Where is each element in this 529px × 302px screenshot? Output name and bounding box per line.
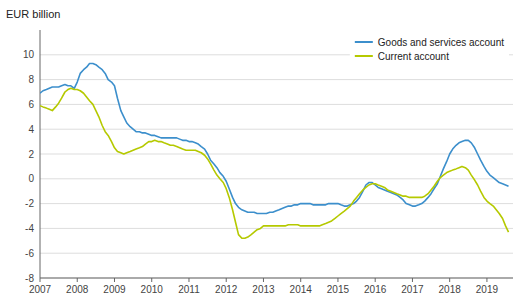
grid-line (40, 129, 513, 130)
legend-swatch (355, 41, 373, 43)
x-tick (375, 278, 376, 282)
x-tick (188, 278, 189, 282)
y-tick-label: -6 (25, 248, 34, 259)
grid-line (40, 178, 513, 179)
x-axis-line (40, 278, 513, 279)
grid-line (40, 154, 513, 155)
x-tick-label: 2011 (178, 284, 200, 295)
y-tick-label: 10 (23, 49, 35, 60)
x-tick-label: 2012 (215, 284, 238, 295)
y-axis-line (40, 30, 41, 278)
y-tick-label: 8 (28, 74, 34, 85)
x-tick-label: 2017 (401, 284, 424, 295)
grid-line (40, 104, 513, 105)
legend-item: Goods and services account (355, 37, 504, 48)
legend-item: Current account (355, 51, 449, 62)
line (40, 88, 509, 238)
y-tick-label: 2 (28, 149, 34, 160)
series-lines (40, 63, 509, 238)
x-tick (337, 278, 338, 282)
grid (40, 55, 513, 278)
x-tick (449, 278, 450, 282)
grid-line (40, 203, 513, 204)
grid-line (40, 278, 513, 279)
axes: -8 -6 -4 -2 0 2 4 6 8 10 2007 2008 2009 2010 2011 2012 2… (23, 30, 513, 295)
y-axis-label: EUR billion (6, 8, 60, 20)
grid-line (40, 79, 513, 80)
y-tick-label: -8 (25, 273, 34, 284)
x-tick (77, 278, 78, 282)
legend: Goods and services account Current accoun… (350, 32, 509, 66)
grid-line (40, 228, 513, 229)
legend-label: Goods and services account (378, 37, 504, 48)
x-tick-label: 2019 (476, 284, 499, 295)
x-tick (114, 278, 115, 282)
y-tick-label: 4 (28, 124, 34, 135)
x-tick (263, 278, 264, 282)
x-tick-label: 2010 (141, 284, 164, 295)
x-tick (486, 278, 487, 282)
x-tick (151, 278, 152, 282)
legend-label: Current account (378, 51, 449, 62)
legend-swatch (355, 55, 373, 57)
x-tick (40, 278, 41, 282)
x-tick (412, 278, 413, 282)
x-tick-label: 2013 (252, 284, 275, 295)
x-tick-label: 2007 (29, 284, 52, 295)
x-tick-label: 2016 (364, 284, 387, 295)
grid-line (40, 253, 513, 254)
chart: -8 -6 -4 -2 0 2 4 6 8 10 2007 2008 2009 2010 2011 2012 2… (0, 0, 529, 302)
y-tick-label: -2 (25, 198, 34, 209)
x-tick-label: 2018 (439, 284, 462, 295)
x-tick-label: 2015 (327, 284, 350, 295)
x-tick (300, 278, 301, 282)
legend-background (350, 32, 509, 66)
x-tick (226, 278, 227, 282)
x-tick-label: 2014 (290, 284, 313, 295)
y-tick-label: 0 (28, 173, 34, 184)
x-tick-label: 2009 (103, 284, 126, 295)
y-tick-label: -4 (25, 223, 34, 234)
y-tick-label: 6 (28, 99, 34, 110)
x-tick-label: 2008 (66, 284, 89, 295)
